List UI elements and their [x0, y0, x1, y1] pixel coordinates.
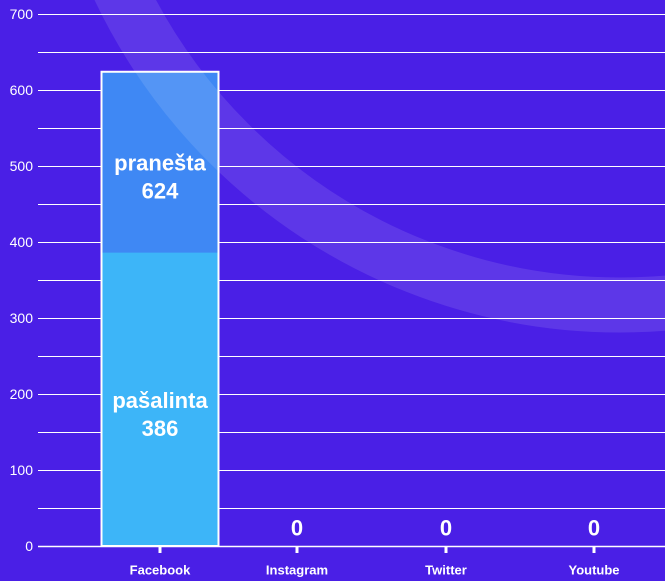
data-label-value-pasalinta-facebook: 386	[142, 416, 179, 441]
x-axis: Facebook Instagram Twitter Youtube	[130, 546, 620, 578]
y-tick-label-600: 600	[10, 82, 34, 98]
data-label-instagram: 0	[291, 516, 303, 541]
bars	[100, 70, 220, 547]
x-tick-instagram	[295, 546, 299, 553]
data-labels: pranešta 624 pašalinta 386 0 0 0	[112, 151, 600, 541]
x-tick-label-youtube: Youtube	[568, 563, 619, 578]
data-label-name-pasalinta-facebook: pašalinta	[112, 388, 208, 413]
x-tick-youtube	[592, 546, 596, 553]
data-label-youtube: 0	[588, 516, 600, 541]
y-tick-label-700: 700	[10, 6, 34, 22]
y-tick-label-300: 300	[10, 310, 34, 326]
bar-pasalinta-facebook	[102, 252, 218, 545]
data-label-value-pranesta-facebook: 624	[142, 179, 179, 204]
y-tick-label-0: 0	[25, 538, 33, 554]
x-tick-twitter	[444, 546, 448, 553]
data-label-twitter: 0	[440, 516, 452, 541]
x-tick-label-facebook: Facebook	[130, 563, 191, 578]
y-tick-label-200: 200	[10, 386, 34, 402]
x-tick-label-instagram: Instagram	[266, 563, 328, 578]
data-label-name-pranesta-facebook: pranešta	[114, 151, 206, 176]
x-tick-facebook	[158, 546, 162, 553]
y-tick-label-500: 500	[10, 158, 34, 174]
x-tick-label-twitter: Twitter	[425, 563, 467, 578]
y-tick-label-100: 100	[10, 462, 34, 478]
y-tick-label-400: 400	[10, 234, 34, 250]
y-axis: 0 100 200 300 400 500 600 700	[10, 6, 34, 554]
